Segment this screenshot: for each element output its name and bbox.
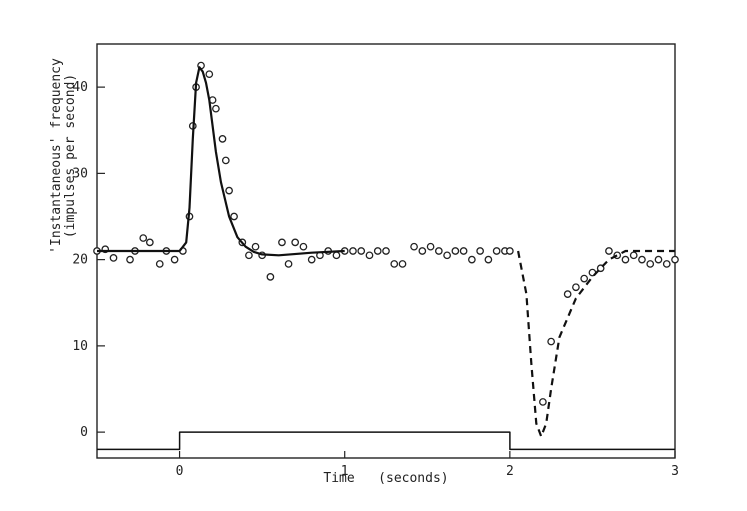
- data-point: [373, 247, 382, 255]
- y-axis-ticks: 0 10 20 30 40: [72, 80, 105, 440]
- data-point: [349, 247, 357, 255]
- data-point: [468, 255, 476, 264]
- data-point: [332, 251, 341, 260]
- x-tick-label: 2: [506, 464, 514, 479]
- data-point: [459, 247, 468, 255]
- x-tick-label: 0: [176, 464, 184, 479]
- data-point: [291, 238, 300, 247]
- data-point: [230, 212, 238, 221]
- y-axis-label-line-2: (impulses per second): [63, 74, 78, 238]
- y-tick-label: 30: [72, 166, 88, 181]
- data-point: [434, 247, 443, 255]
- data-point: [671, 255, 679, 264]
- data-point: [629, 251, 638, 260]
- data-point: [307, 255, 316, 264]
- data-point: [418, 247, 427, 255]
- data-point: [382, 247, 390, 255]
- series-layer: [93, 61, 679, 451]
- data-point: [212, 104, 220, 113]
- data-point: [245, 251, 253, 260]
- data-point: [390, 260, 399, 268]
- x-axis-label: Time (seconds): [323, 471, 448, 486]
- data-point: [476, 247, 484, 255]
- data-point: [539, 398, 547, 406]
- data-point: [145, 238, 154, 247]
- data-point: [126, 255, 134, 264]
- stimulus-trace: [97, 431, 675, 451]
- y-tick-label: 40: [72, 80, 88, 95]
- y-axis-label-line-1: 'Instantaneous' frequency: [49, 58, 64, 254]
- data-point: [266, 273, 275, 281]
- x-axis-ticks: 0 1 2 3: [176, 451, 679, 479]
- data-point: [563, 290, 572, 298]
- x-tick-label: 3: [671, 464, 679, 479]
- data-point: [654, 255, 663, 264]
- y-tick-label: 0: [80, 425, 88, 440]
- data-point: [284, 260, 293, 268]
- data-point: [547, 337, 555, 346]
- y-tick-label: 20: [72, 253, 88, 268]
- data-point: [572, 283, 580, 292]
- data-point: [621, 255, 630, 264]
- data-point: [662, 260, 671, 268]
- data-point: [205, 70, 214, 79]
- y-tick-label: 10: [72, 339, 88, 354]
- data-point: [506, 247, 514, 255]
- fitted-curve-dashed: [517, 249, 675, 438]
- data-point: [605, 247, 613, 255]
- data-point: [492, 247, 501, 255]
- data-point: [109, 254, 118, 262]
- data-point: [225, 186, 233, 195]
- data-point: [357, 247, 366, 255]
- data-point: [398, 260, 407, 268]
- data-point: [365, 251, 374, 260]
- data-point: [646, 260, 655, 268]
- data-point: [218, 135, 227, 143]
- fitted-curve-solid: [97, 66, 345, 257]
- data-point: [443, 251, 451, 260]
- data-point: [251, 242, 260, 251]
- data-point: [299, 242, 308, 251]
- data-point: [278, 238, 286, 247]
- data-point: [221, 156, 230, 165]
- data-point: [170, 255, 179, 264]
- data-point: [484, 255, 493, 264]
- data-point: [410, 242, 418, 251]
- data-point: [451, 247, 460, 255]
- data-point: [139, 234, 148, 242]
- x-tick-label: 1: [341, 464, 349, 479]
- data-point: [580, 274, 589, 283]
- data-point: [155, 260, 164, 268]
- data-point: [426, 242, 435, 251]
- data-point: [638, 255, 646, 264]
